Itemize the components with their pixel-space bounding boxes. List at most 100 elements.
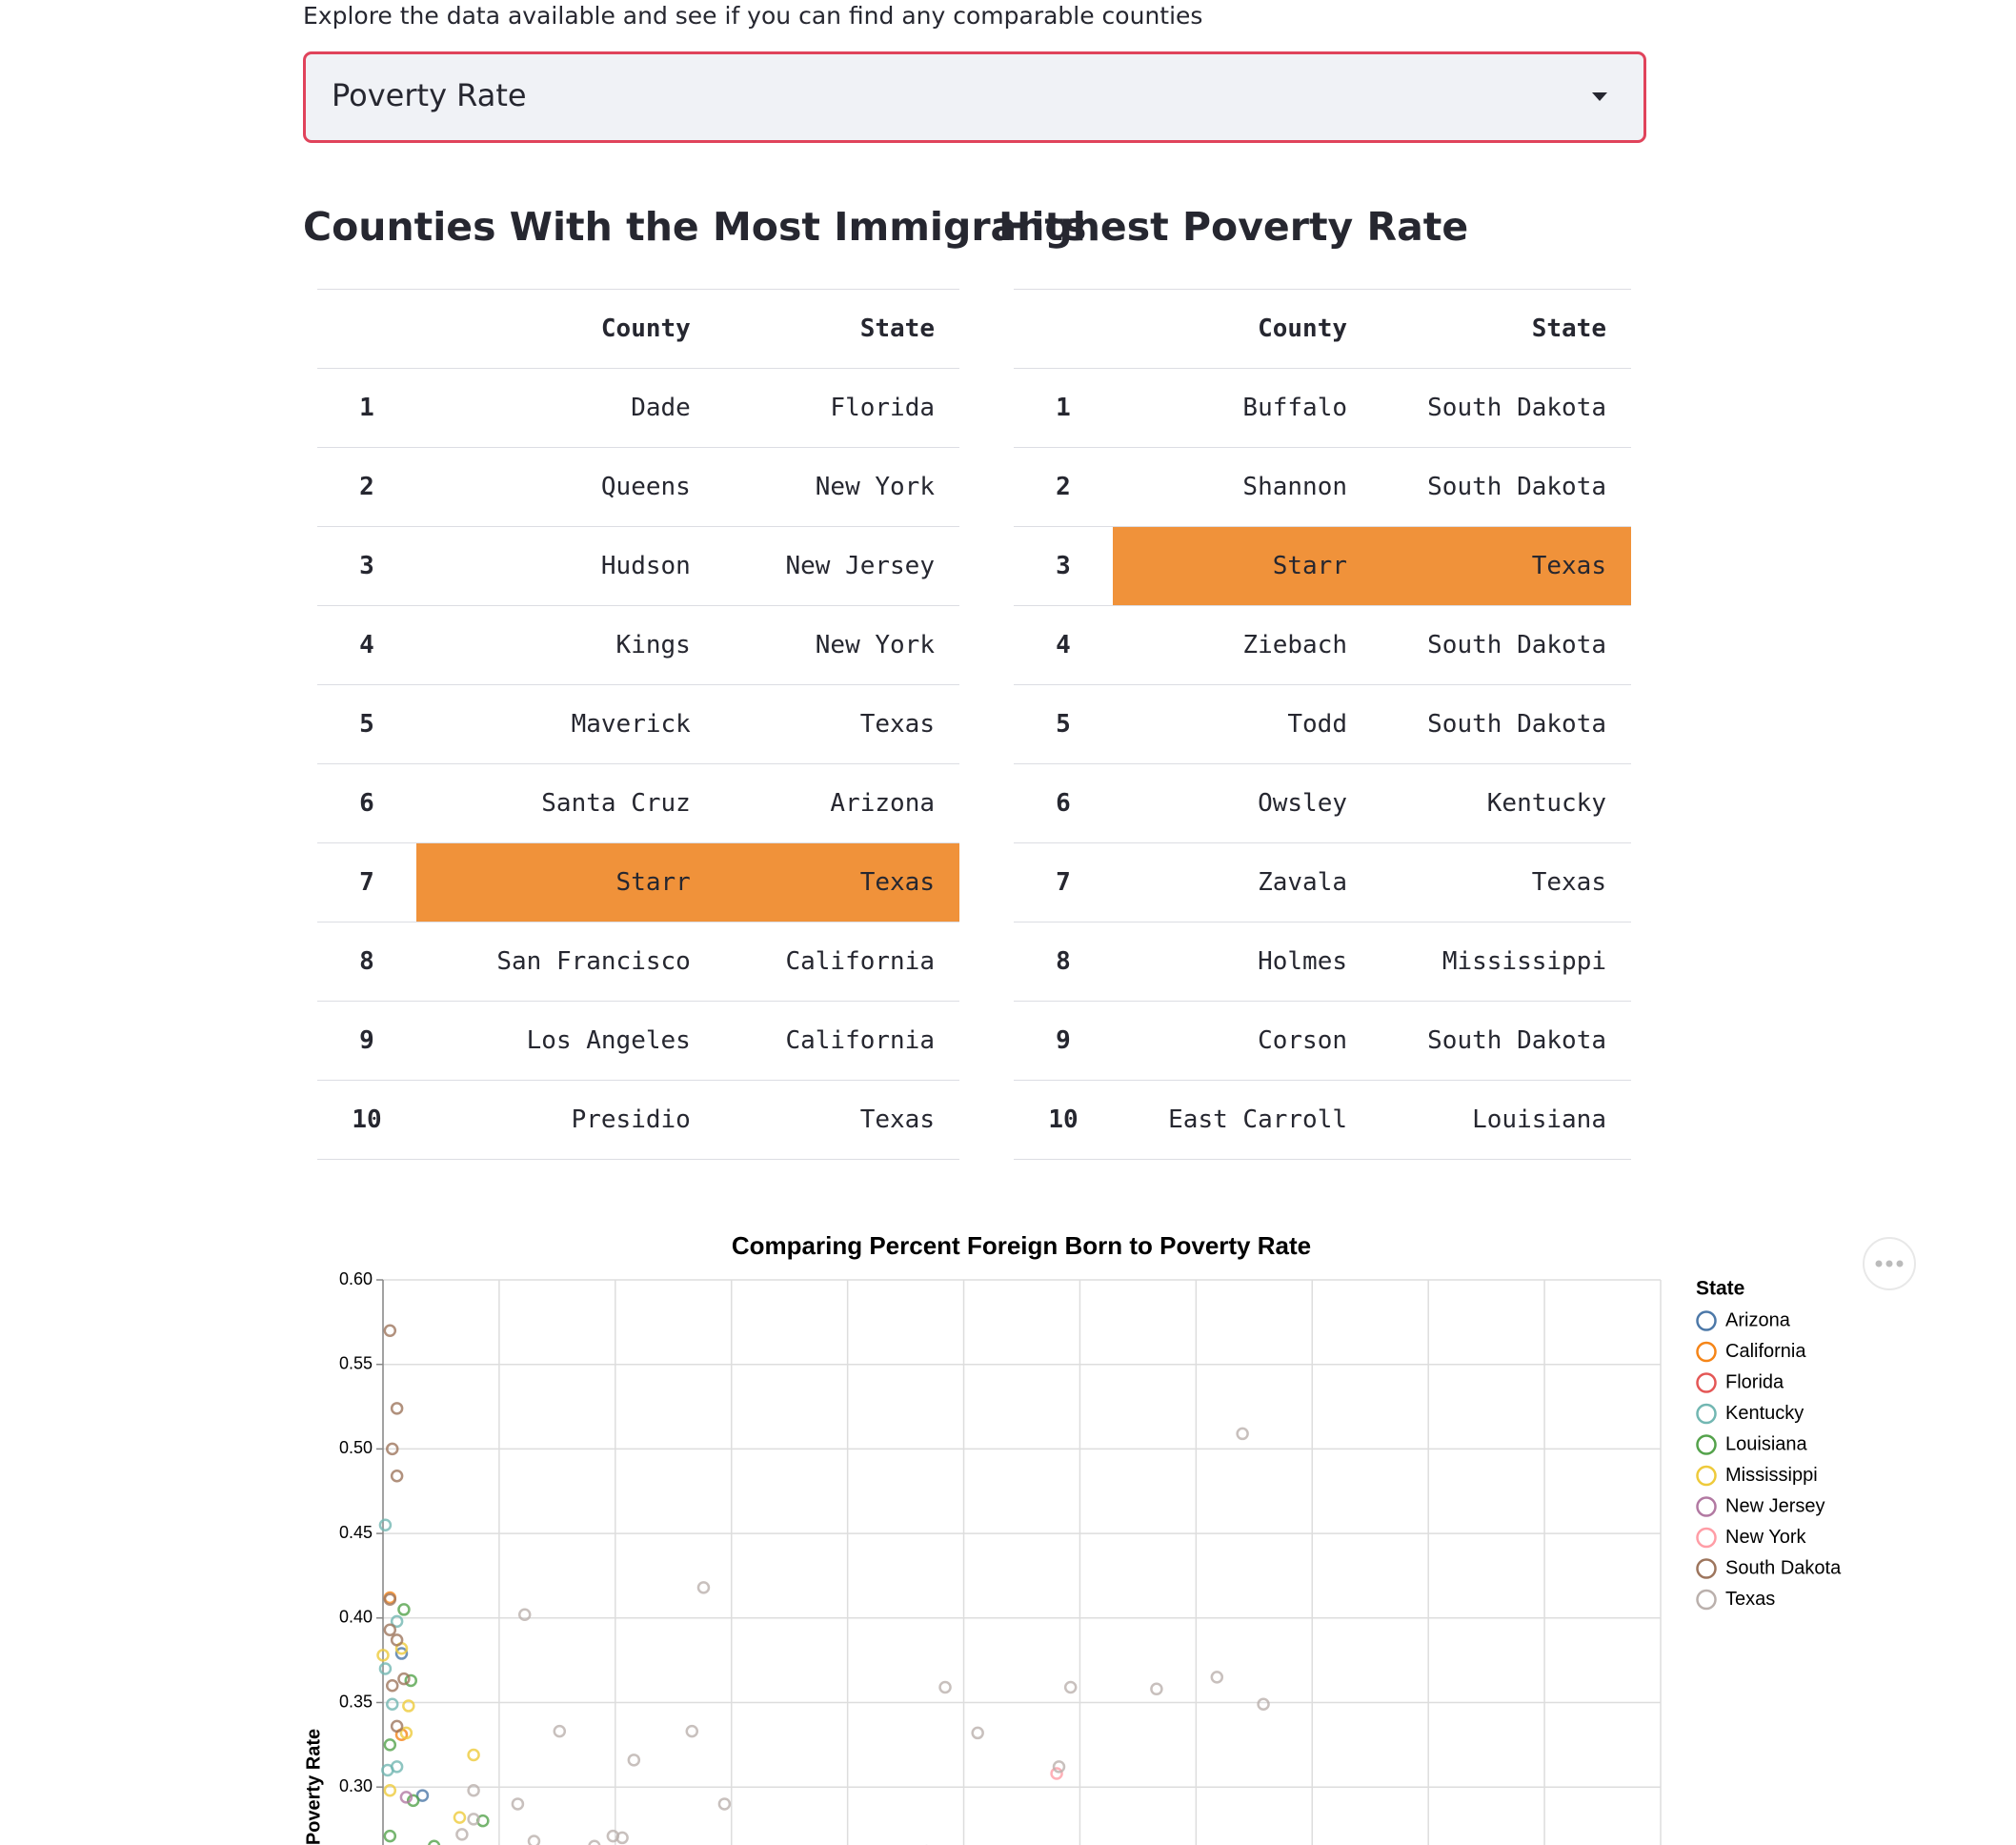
table-row: 3 Starr Texas bbox=[1014, 526, 1631, 606]
header-row: County State bbox=[317, 289, 959, 369]
legend-label: Louisiana bbox=[1725, 1433, 1808, 1454]
county-cell: Maverick bbox=[416, 684, 716, 764]
county-cell: Kings bbox=[416, 605, 716, 685]
county-cell: Dade bbox=[416, 368, 716, 448]
table-row: 2 Queens New York bbox=[317, 447, 959, 527]
point bbox=[467, 1813, 480, 1826]
rank-cell: 10 bbox=[317, 1080, 416, 1160]
state-cell: South Dakota bbox=[1372, 684, 1631, 764]
table-row: 6 Owsley Kentucky bbox=[1014, 763, 1631, 843]
rank-cell: 7 bbox=[317, 842, 416, 922]
y-tick-label: 0.40 bbox=[339, 1608, 373, 1627]
point bbox=[383, 1829, 397, 1843]
state-cell: Texas bbox=[715, 684, 959, 764]
point bbox=[467, 1783, 480, 1797]
point bbox=[971, 1726, 984, 1740]
rank-cell: 3 bbox=[317, 526, 416, 606]
legend-symbol bbox=[1696, 1341, 1717, 1363]
state-cell: South Dakota bbox=[1372, 1001, 1631, 1081]
table-row: 4 Kings New York bbox=[317, 605, 959, 685]
legend-symbol bbox=[1696, 1589, 1717, 1611]
point bbox=[399, 1791, 413, 1804]
point bbox=[1063, 1680, 1078, 1694]
rank-cell: 6 bbox=[1014, 763, 1113, 843]
table-row: 2 Shannon South Dakota bbox=[1014, 447, 1631, 527]
dropdown-arrow bbox=[1592, 92, 1607, 101]
data-table: County State 1 Buffalo South Dakota 2 Shannon S… bbox=[1014, 289, 1631, 1160]
legend-title: State bbox=[1696, 1278, 1744, 1300]
state-cell: Mississippi bbox=[1372, 922, 1631, 1002]
rank-cell: 9 bbox=[1014, 1001, 1113, 1081]
point bbox=[1050, 1767, 1063, 1780]
county-cell: Los Angeles bbox=[416, 1001, 716, 1081]
county-cell: Zavala bbox=[1113, 842, 1372, 922]
legend-symbol bbox=[1696, 1558, 1717, 1579]
point bbox=[378, 1662, 393, 1675]
legend-label: Kentucky bbox=[1725, 1403, 1804, 1424]
state-cell: Florida bbox=[715, 368, 959, 448]
header-row: County State bbox=[1014, 289, 1631, 369]
county-cell: San Francisco bbox=[416, 922, 716, 1002]
select-value: Poverty Rate bbox=[332, 77, 527, 113]
table-row: 10 East Carroll Louisiana bbox=[1014, 1080, 1631, 1160]
point bbox=[394, 1647, 409, 1660]
rank-cell: 9 bbox=[317, 1001, 416, 1081]
point bbox=[390, 1760, 404, 1774]
point bbox=[553, 1724, 567, 1738]
legend-symbol bbox=[1696, 1496, 1717, 1517]
state-cell: South Dakota bbox=[1372, 368, 1631, 448]
point bbox=[1210, 1671, 1224, 1684]
header-cell bbox=[1014, 289, 1113, 369]
rank-cell: 6 bbox=[317, 763, 416, 843]
rank-cell: 4 bbox=[1014, 605, 1113, 685]
county-cell: Presidio bbox=[416, 1080, 716, 1160]
point bbox=[402, 1699, 415, 1713]
point bbox=[1236, 1427, 1249, 1441]
chart-title: Comparing Percent Foreign Born to Povert… bbox=[732, 1231, 1311, 1260]
legend-label: Florida bbox=[1725, 1371, 1784, 1392]
state-cell: New York bbox=[715, 605, 959, 685]
county-cell: Corson bbox=[1113, 1001, 1372, 1081]
state-cell: New York bbox=[715, 447, 959, 527]
legend-label: New York bbox=[1725, 1527, 1806, 1548]
rank-cell: 8 bbox=[317, 922, 416, 1002]
y-tick-label: 0.35 bbox=[339, 1692, 373, 1711]
table-row: 4 Ziebach South Dakota bbox=[1014, 605, 1631, 685]
table-title: Counties With the Most Immigrants bbox=[303, 204, 1087, 250]
table-row: 7 Zavala Texas bbox=[1014, 842, 1631, 922]
point bbox=[511, 1797, 525, 1811]
y-tick-label: 0.45 bbox=[339, 1523, 373, 1542]
point bbox=[1150, 1682, 1163, 1696]
county-cell: Holmes bbox=[1113, 922, 1372, 1002]
point bbox=[383, 1738, 397, 1752]
point bbox=[383, 1623, 397, 1636]
county-cell: Starr bbox=[416, 842, 716, 922]
rank-cell: 5 bbox=[317, 684, 416, 764]
y-tick-label: 0.50 bbox=[339, 1438, 373, 1457]
point bbox=[383, 1324, 397, 1337]
legend-symbol bbox=[1696, 1434, 1717, 1455]
state-cell: New Jersey bbox=[715, 526, 959, 606]
county-cell: Starr bbox=[1113, 526, 1372, 606]
point bbox=[390, 1633, 404, 1647]
point bbox=[397, 1672, 411, 1686]
point bbox=[453, 1811, 467, 1824]
point bbox=[383, 1592, 397, 1607]
select-box[interactable]: Poverty Rate bbox=[303, 51, 1646, 143]
point bbox=[1257, 1697, 1270, 1712]
table-row: 5 Maverick Texas bbox=[317, 684, 959, 764]
county-cell: Todd bbox=[1113, 684, 1372, 764]
county-cell: Queens bbox=[416, 447, 716, 527]
point bbox=[397, 1603, 411, 1616]
state-cell: South Dakota bbox=[1372, 447, 1631, 527]
rank-cell: 1 bbox=[317, 368, 416, 448]
header-cell bbox=[317, 289, 416, 369]
table-row: 10 Presidio Texas bbox=[317, 1080, 959, 1160]
county-cell: Owsley bbox=[1113, 763, 1372, 843]
table-row: 1 Dade Florida bbox=[317, 368, 959, 448]
state-cell: California bbox=[715, 922, 959, 1002]
county-cell: Shannon bbox=[1113, 447, 1372, 527]
point bbox=[627, 1754, 641, 1767]
data-table: County State 1 Dade Florida 2 Queens New York 3 H… bbox=[317, 289, 959, 1160]
